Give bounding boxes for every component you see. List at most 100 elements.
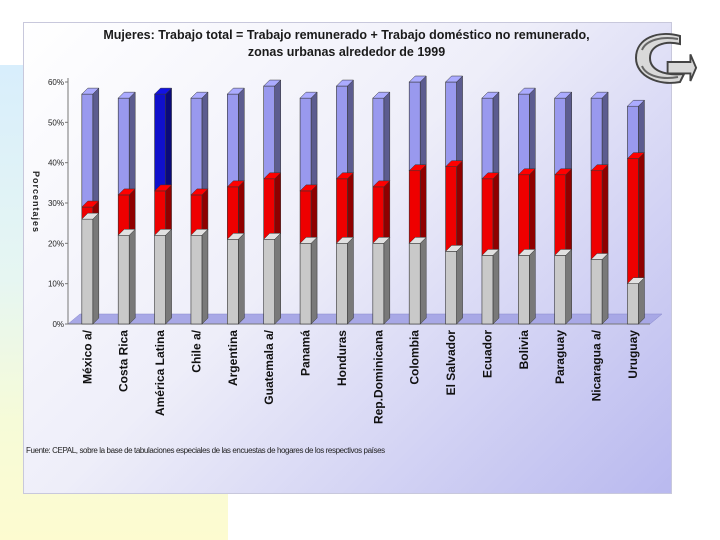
x-tick-label: Uruguay [626, 330, 640, 379]
bar-segment [590, 259, 603, 325]
y-tick-label: 20% [48, 239, 64, 248]
bar-segment [263, 239, 275, 325]
bar-segment [445, 166, 457, 252]
bar-top [626, 277, 646, 284]
bar-side [601, 252, 609, 325]
bar-top [117, 91, 136, 99]
bar-top [517, 168, 536, 176]
bar-side [638, 152, 645, 285]
bar-segment [227, 93, 239, 188]
bar-top [554, 168, 573, 176]
x-tick-label: Panamá [299, 330, 313, 376]
bar-segment [81, 218, 94, 325]
y-tick-label: 10% [48, 280, 64, 289]
bar-side [565, 248, 572, 325]
bar-top [626, 99, 646, 107]
return-arrow-icon[interactable] [628, 28, 706, 90]
bar-segment [336, 178, 348, 244]
bar-top [335, 237, 355, 244]
bar-top [117, 188, 136, 196]
bar-top [517, 249, 536, 256]
bar-top [408, 237, 427, 244]
bar-top [590, 164, 609, 171]
chart-subtitle: zonas urbanas alrededor de 1999 [247, 45, 446, 59]
bar-side [347, 236, 354, 325]
bar-segment [336, 243, 348, 325]
bar-segment [372, 186, 385, 244]
bar-side [310, 184, 318, 244]
x-tick-label: América Latina [153, 330, 167, 416]
bar-top [517, 87, 536, 95]
y-tick-label: 50% [48, 118, 64, 127]
bar-side [201, 188, 209, 236]
y-tick-label: 40% [48, 159, 64, 168]
bar-segment [117, 234, 130, 325]
bar-side [347, 79, 354, 180]
bar-top [81, 200, 100, 208]
bar-side [529, 87, 536, 176]
bar-top [226, 233, 245, 240]
bar-top [190, 91, 209, 99]
x-tick-label: Bolivia [517, 330, 531, 370]
bar-segment [518, 255, 530, 325]
bar-side [201, 91, 209, 196]
bar-side [419, 236, 427, 325]
bar-side [165, 87, 172, 192]
bar-segment [299, 97, 312, 192]
bar-side [492, 91, 500, 180]
bar-top [190, 229, 209, 236]
bar-top [372, 237, 391, 244]
bar-side [238, 232, 245, 325]
bar-side [128, 228, 136, 325]
bar-side [201, 228, 209, 325]
bar-segment [263, 85, 275, 180]
bar-side [238, 180, 245, 240]
bar-side [165, 228, 172, 325]
x-tick-label: Colombia [408, 330, 422, 385]
bar-top [335, 79, 355, 87]
bar-segment [481, 178, 494, 256]
bar-segment [190, 234, 203, 325]
bar-segment [445, 251, 457, 325]
bar-top [117, 229, 136, 236]
bar-top [190, 188, 209, 196]
bar-side [274, 79, 281, 180]
bar-segment [336, 85, 348, 180]
bar-top [444, 160, 464, 167]
bar-segment [154, 234, 166, 325]
bar-top [372, 91, 391, 99]
x-tick-label: Rep.Dominicana [371, 330, 385, 424]
bar-side [347, 172, 354, 244]
bar-side [165, 184, 172, 236]
bar-segment [627, 283, 639, 325]
bar-top [590, 91, 609, 99]
bar-segment [227, 239, 239, 325]
bar-side [601, 164, 609, 261]
bar-segment [154, 93, 166, 192]
y-tick-label: 30% [48, 199, 64, 208]
x-tick-label: Chile a/ [189, 329, 203, 372]
bar-top [444, 245, 464, 252]
bar-side [92, 212, 100, 325]
x-tick-label: Nicaragua a/ [590, 329, 604, 401]
bar-side [492, 248, 500, 325]
y-tick-label: 60% [48, 78, 64, 87]
bar-top [81, 212, 100, 220]
x-tick-label: Costa Rica [117, 330, 131, 392]
bar-segment [117, 97, 130, 196]
x-tick-label: Argentina [226, 330, 240, 386]
x-tick-label: Paraguay [553, 330, 567, 384]
bar-side [601, 91, 609, 172]
bar-segment [554, 97, 566, 176]
bar-side [638, 99, 645, 160]
bar-top [481, 249, 500, 256]
bar-segment [227, 186, 239, 240]
bar-top [408, 164, 427, 171]
bar-side [492, 172, 500, 257]
x-tick-label: Ecuador [480, 330, 494, 378]
x-tick-label: México a/ [80, 329, 94, 384]
bar-segment [590, 170, 603, 260]
bar-side [274, 232, 281, 325]
x-tick-label: Guatemala a/ [262, 329, 276, 404]
bar-side [238, 87, 245, 188]
